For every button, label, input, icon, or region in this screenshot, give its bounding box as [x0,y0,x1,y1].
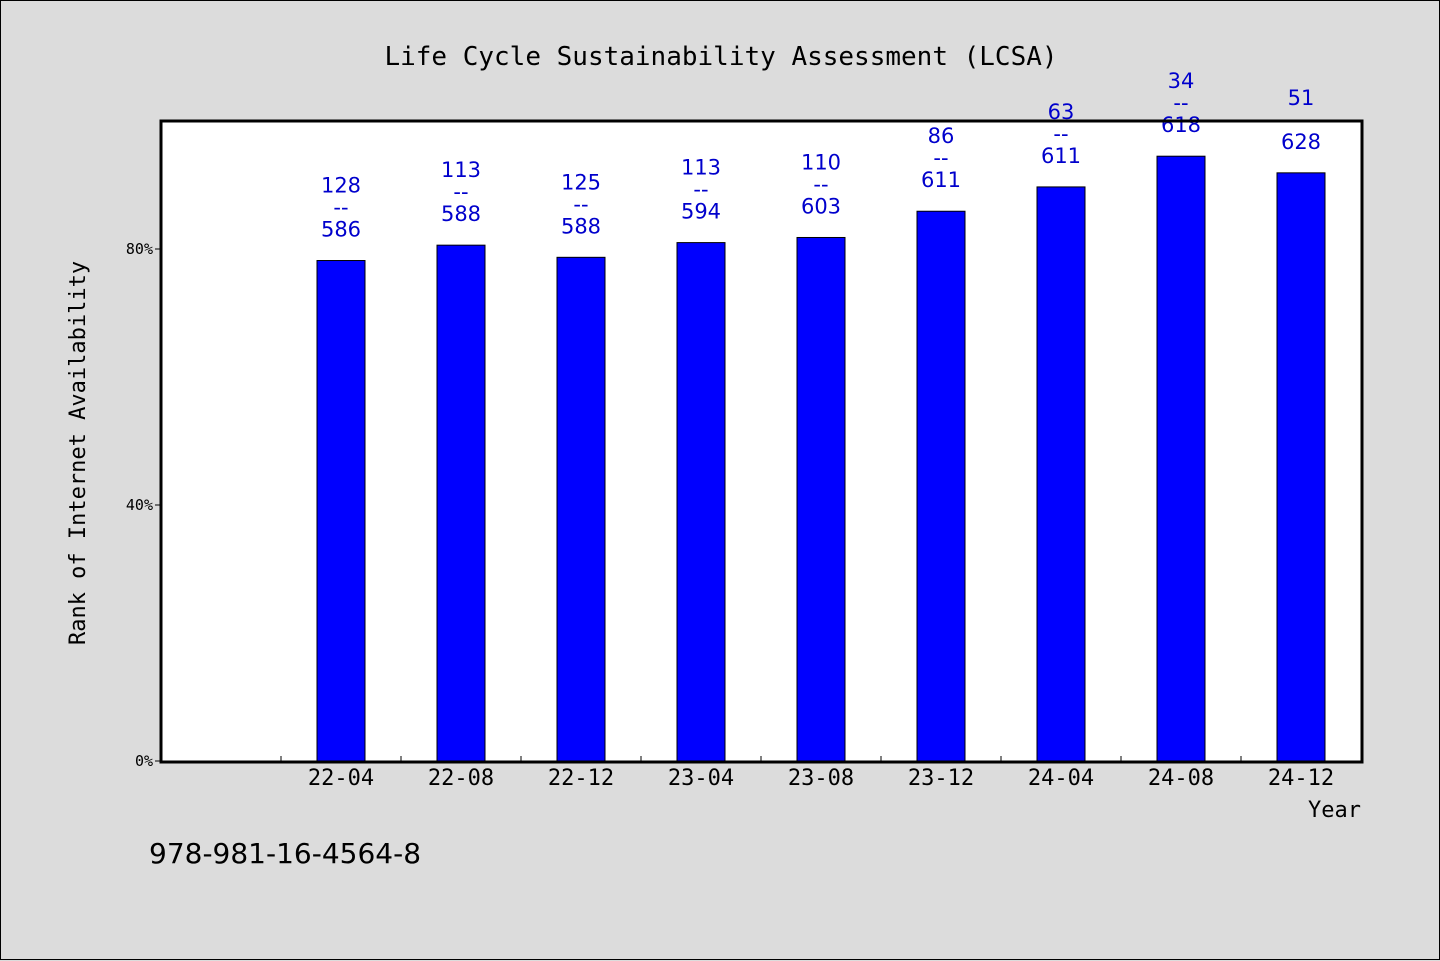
x-tick-label-24-04: 24-04 [1028,766,1094,791]
bar-22-04 [316,260,366,762]
bars-layer [316,155,1326,762]
bar-22-08 [436,244,486,762]
x-axis-label: Year [1308,798,1361,823]
x-tick-label-22-12: 22-12 [548,766,614,791]
x-tick-label-23-04: 23-04 [668,766,734,791]
bar-24-04 [1036,186,1086,762]
y-axis-label: Rank of Internet Availability [66,261,91,645]
data-labels-layer: 128 --586 113 --588 125 --588 113 --594 110 --603… [321,69,1321,241]
data-label-22-04: 128 --586 [321,174,361,242]
bar-23-12 [916,210,966,762]
x-tick-label-22-04: 22-04 [308,766,374,791]
chart-title: Life Cycle Sustainability Assessment (LC… [384,42,1057,72]
data-label-24-12: 51 --628 [1281,86,1321,154]
bar-23-04 [676,242,726,762]
x-tick-label-22-08: 22-08 [428,766,494,791]
x-tick-label-23-12: 23-12 [908,766,974,791]
x-axis: 22-04 22-08 22-12 23-04 23-08 23-12 24-04 24-08… [280,756,1362,791]
data-label-22-12: 125 --588 [561,170,601,238]
x-tick-label-23-08: 23-08 [788,766,854,791]
bar-23-08 [796,236,846,762]
bar-24-08 [1156,155,1206,762]
bar-24-12 [1276,172,1326,762]
data-label-23-12: 86 --611 [921,124,961,192]
x-tick-label-24-08: 24-08 [1148,766,1214,791]
y-tick-label-0pct: 0% [135,752,153,770]
data-label-23-08: 110 --603 [801,150,841,218]
data-label-23-04: 113 --594 [681,156,721,224]
y-tick-label-40pct: 40% [126,496,153,514]
x-tick-label-24-12: 24-12 [1268,766,1334,791]
isbn-text: 978-981-16-4564-8 [149,837,421,870]
y-axis: 0% 40% 80% [126,240,161,770]
y-tick-label-80pct: 80% [126,240,153,258]
data-label-24-08: 34 --618 [1161,69,1201,137]
bar-22-12 [556,256,606,762]
data-label-22-08: 113 --588 [441,158,481,226]
data-label-24-04: 63 --611 [1041,100,1081,168]
